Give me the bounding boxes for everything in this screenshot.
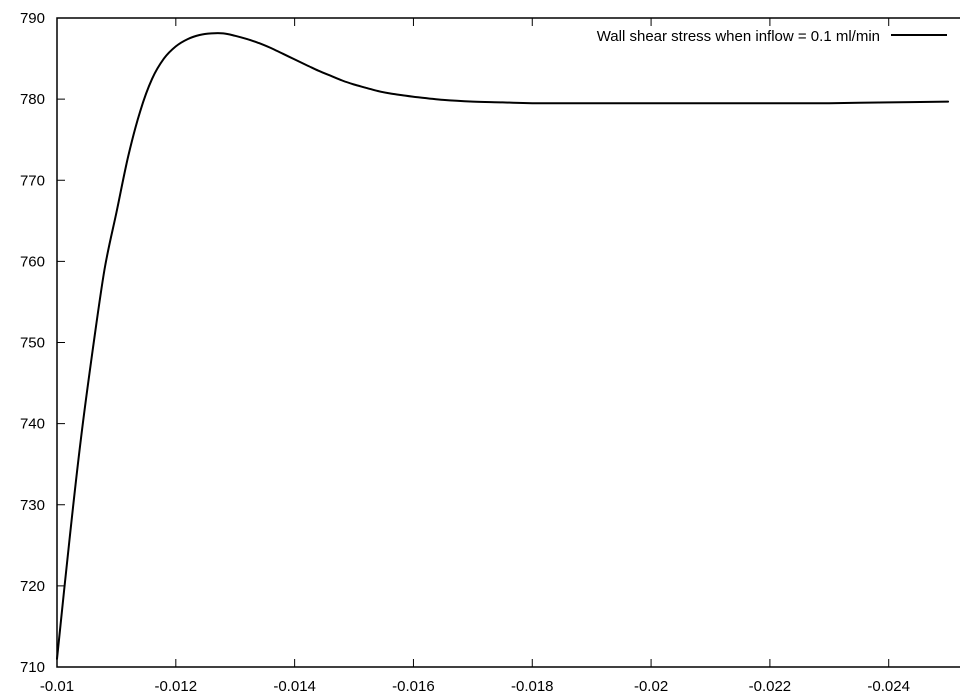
x-tick-label: -0.02	[634, 678, 668, 695]
x-tick-label: -0.022	[749, 678, 792, 695]
legend: Wall shear stress when inflow = 0.1 ml/m…	[597, 28, 947, 45]
y-tick-label: 720	[20, 578, 45, 595]
x-tick-label: -0.012	[155, 678, 198, 695]
x-tick-label: -0.024	[867, 678, 910, 695]
x-tick-label: -0.016	[392, 678, 435, 695]
plot-frame	[56, 17, 960, 668]
x-tick-label: -0.018	[511, 678, 554, 695]
axis-ticks: -0.01 -0.012 -0.014 -0.016 -0.018 -0.02 -0.022…	[20, 10, 910, 695]
y-tick-label: 760	[20, 253, 45, 270]
series-lines	[56, 32, 950, 660]
y-tick-label: 710	[20, 659, 45, 676]
x-tick-label: -0.01	[40, 678, 74, 695]
y-tick-label: 780	[20, 91, 45, 108]
plot-axes	[56, 17, 960, 668]
y-tick-label: 740	[20, 416, 45, 433]
x-tick-label: -0.014	[273, 678, 316, 695]
y-tick-label: 790	[20, 10, 45, 27]
y-tick-label: 770	[20, 172, 45, 189]
y-tick-label: 730	[20, 497, 45, 514]
legend-label-series-1: Wall shear stress when inflow = 0.1 ml/m…	[597, 28, 880, 45]
series-line-1	[56, 32, 950, 660]
y-tick-label: 750	[20, 335, 45, 352]
